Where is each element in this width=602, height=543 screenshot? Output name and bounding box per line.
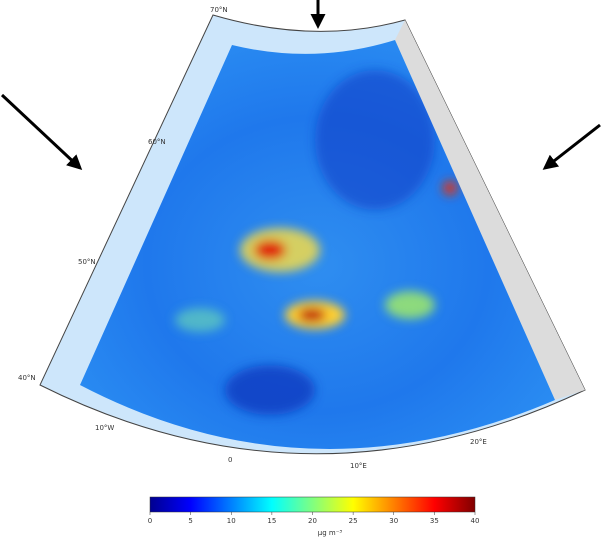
colorbar-bar bbox=[150, 497, 475, 512]
colorbar-tick-label: 15 bbox=[267, 517, 276, 525]
graticule-label: 50°N bbox=[78, 258, 96, 266]
colorbar-tick-label: 5 bbox=[188, 517, 192, 525]
graticule-label: 20°E bbox=[470, 438, 487, 446]
graticule-label: 10°W bbox=[95, 424, 114, 432]
graticule-label: 60°N bbox=[148, 138, 166, 146]
colorbar: 0 5 10 15 20 25 30 35 40 μg m⁻³ bbox=[148, 497, 480, 537]
colorbar-tick-label: 10 bbox=[227, 517, 236, 525]
graticule-label: 70°N bbox=[210, 6, 228, 14]
graticule-label: 0 bbox=[228, 456, 232, 464]
map-figure: 70°N 60°N 50°N 40°N 10°W 0 10°E 20°E 0 5 10 15 20 25… bbox=[0, 0, 602, 539]
colorbar-tick-label: 40 bbox=[471, 517, 480, 525]
graticule-label: 10°E bbox=[350, 462, 367, 470]
colorbar-tick-label: 20 bbox=[308, 517, 317, 525]
colorbar-tick-label: 35 bbox=[430, 517, 439, 525]
colorbar-tick-label: 25 bbox=[349, 517, 358, 525]
colorbar-tick-label: 0 bbox=[148, 517, 152, 525]
graticule-label: 40°N bbox=[18, 374, 36, 382]
colorbar-unit: μg m⁻³ bbox=[318, 529, 343, 537]
colorbar-tick-label: 30 bbox=[389, 517, 398, 525]
